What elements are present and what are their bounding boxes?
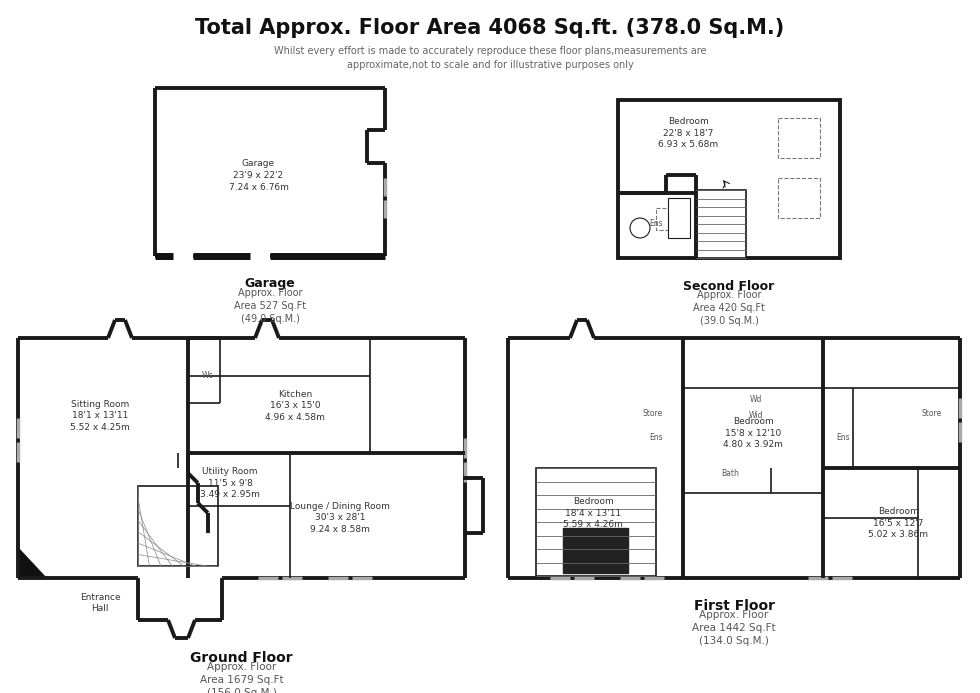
Text: Wd: Wd [750, 396, 762, 405]
Bar [656, 208, 678, 230]
Text: Kitchen
16'3 x 15'0
4.96 x 4.58m: Kitchen 16'3 x 15'0 4.96 x 4.58m [265, 389, 325, 422]
Bar [536, 468, 656, 576]
Text: Wid: Wid [749, 412, 763, 421]
Bar [563, 528, 628, 573]
Text: Approx. Floor
Area 420 Sq.Ft
(39.0 Sq.M.): Approx. Floor Area 420 Sq.Ft (39.0 Sq.M.… [693, 290, 765, 326]
Text: Bedroom
16'5 x 12'7
5.02 x 3.86m: Bedroom 16'5 x 12'7 5.02 x 3.86m [868, 507, 928, 539]
Bar [778, 178, 820, 218]
Text: Bath: Bath [721, 468, 739, 477]
Text: Whilst every effort is made to accurately reproduce these floor plans,measuremen: Whilst every effort is made to accuratel… [273, 46, 707, 69]
Text: Lounge / Dining Room
30'3 x 28'1
9.24 x 8.58m: Lounge / Dining Room 30'3 x 28'1 9.24 x … [290, 502, 390, 534]
Text: Garage
23'9 x 22'2
7.24 x 6.76m: Garage 23'9 x 22'2 7.24 x 6.76m [228, 159, 288, 192]
Text: Ground Floor: Ground Floor [190, 651, 293, 665]
Text: Approx. Floor
Area 527 Sq.Ft
(49.0 Sq.M.): Approx. Floor Area 527 Sq.Ft (49.0 Sq.M.… [234, 288, 306, 324]
Bar [138, 486, 218, 566]
Text: Ens: Ens [836, 434, 850, 443]
Text: Utility Room
11'5 x 9'8
3.49 x 2.95m: Utility Room 11'5 x 9'8 3.49 x 2.95m [200, 466, 260, 499]
Polygon shape [18, 548, 46, 578]
Bar [618, 100, 840, 258]
Text: Ens: Ens [649, 434, 662, 443]
Text: Total Approx. Floor Area 4068 Sq.ft. (378.0 Sq.M.): Total Approx. Floor Area 4068 Sq.ft. (37… [195, 18, 785, 38]
Text: Sitting Room
18'1 x 13'11
5.52 x 4.25m: Sitting Room 18'1 x 13'11 5.52 x 4.25m [71, 400, 130, 432]
Text: Second Floor: Second Floor [683, 279, 774, 292]
Text: Store: Store [643, 408, 663, 417]
Text: Bedroom
22'8 x 18'7
6.93 x 5.68m: Bedroom 22'8 x 18'7 6.93 x 5.68m [658, 116, 718, 149]
Bar [696, 190, 746, 258]
Text: Bedroom
18'4 x 13'11
5.59 x 4.26m: Bedroom 18'4 x 13'11 5.59 x 4.26m [564, 497, 623, 529]
Text: Ens: Ens [649, 218, 662, 227]
Text: Wc: Wc [202, 371, 214, 380]
Text: Approx. Floor
Area 1679 Sq.Ft
(156.0 Sq.M.): Approx. Floor Area 1679 Sq.Ft (156.0 Sq.… [200, 662, 283, 693]
Text: Entrance
Hall: Entrance Hall [79, 593, 121, 613]
Text: Bedroom
15'8 x 12'10
4.80 x 3.92m: Bedroom 15'8 x 12'10 4.80 x 3.92m [723, 416, 783, 449]
Bar [668, 198, 690, 238]
Text: Approx. Floor
Area 1442 Sq.Ft
(134.0 Sq.M.): Approx. Floor Area 1442 Sq.Ft (134.0 Sq.… [692, 610, 776, 646]
Text: Garage: Garage [245, 277, 295, 290]
Text: First Floor: First Floor [694, 599, 774, 613]
Bar [778, 118, 820, 158]
Text: Store: Store [922, 408, 942, 417]
